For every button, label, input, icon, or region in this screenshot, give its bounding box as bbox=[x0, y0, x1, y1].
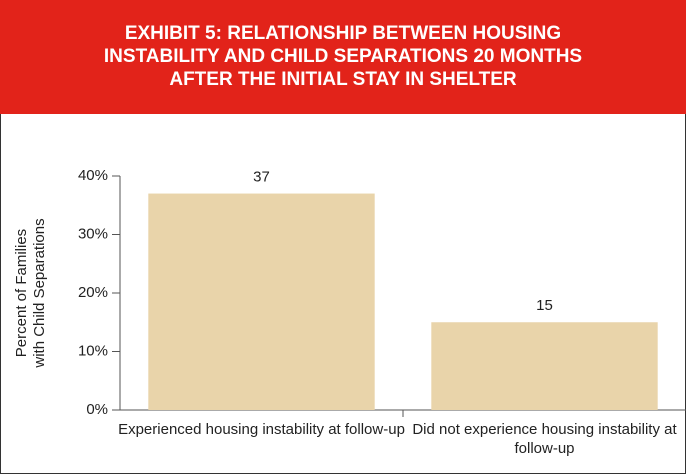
value-label: 15 bbox=[536, 297, 553, 314]
value-label: 37 bbox=[253, 169, 270, 186]
bar bbox=[431, 322, 658, 410]
x-tick-label: Experienced housing instability at follo… bbox=[118, 421, 405, 438]
y-label-line: Percent of Families bbox=[13, 228, 30, 358]
y-tick-label: 20% bbox=[78, 284, 108, 301]
y-tick-label: 40% bbox=[78, 167, 108, 184]
title-line: AFTER THE INITIAL STAY IN SHELTER bbox=[169, 69, 517, 90]
title-line: EXHIBIT 5: RELATIONSHIP BETWEEN HOUSING bbox=[124, 23, 562, 44]
y-label-line: with Child Separations bbox=[31, 218, 48, 368]
x-tick-label: Did not experience housing instability a… bbox=[412, 421, 677, 457]
header: EXHIBIT 5: RELATIONSHIP BETWEEN HOUSING … bbox=[0, 0, 686, 114]
y-tick-label: 30% bbox=[78, 225, 108, 242]
y-axis-label: Percent of Families with Child Separatio… bbox=[13, 183, 49, 403]
bar bbox=[148, 193, 375, 410]
y-tick-label: 0% bbox=[86, 401, 108, 418]
y-tick-label: 10% bbox=[78, 342, 108, 359]
title-line: INSTABILITY AND CHILD SEPARATIONS 20 MON… bbox=[103, 46, 583, 67]
